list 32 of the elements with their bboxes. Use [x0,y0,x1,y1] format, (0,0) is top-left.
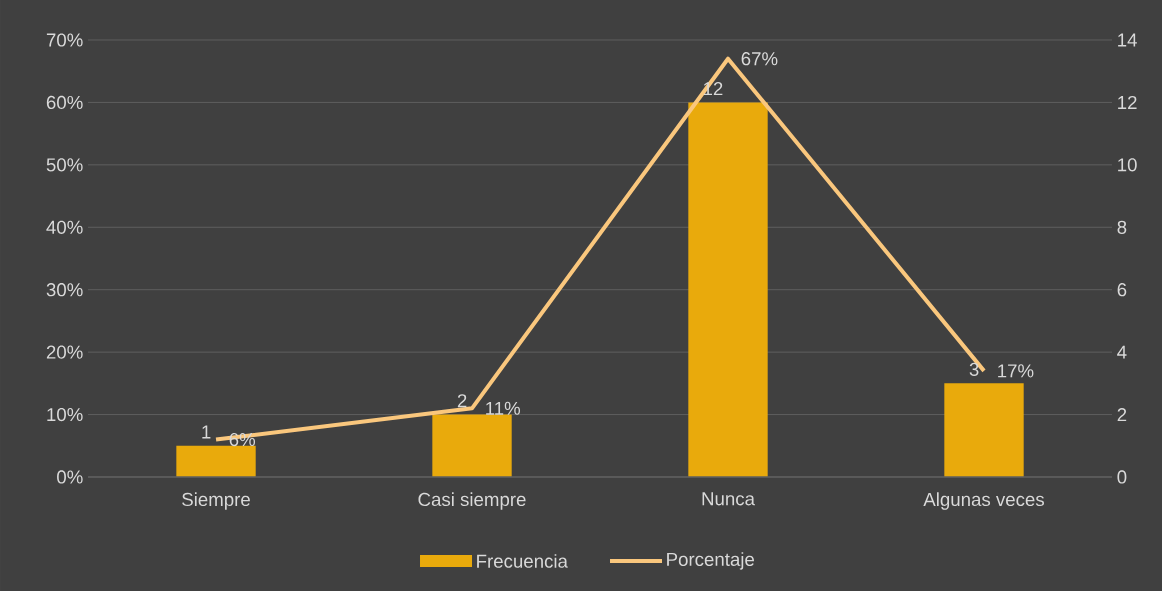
bar [944,383,1024,477]
y-tick-label: 20% [46,345,83,359]
y-tick-label: 10% [47,407,83,422]
y-tick-label: 40% [46,220,83,234]
y-tick-label: 60% [46,95,83,110]
y-tick-label: 30% [46,283,83,297]
y2-tick-label: 8 [1117,220,1127,234]
y2-tick-label: 6 [1117,283,1127,297]
data-label: 2 [457,394,467,408]
legend-label: Porcentaje [667,552,755,570]
data-label: 67% [741,52,778,66]
x-tick-label: Casi siempre [418,492,526,510]
y2-tick-label: 14 [1118,33,1137,47]
x-tick-label: Algunas veces [923,492,1044,510]
y2-tick-label: 10 [1118,158,1137,172]
y2-tick-label: 0 [1117,470,1127,484]
bar [688,102,768,477]
y2-tick-label: 12 [1118,95,1137,109]
y-tick-label: 0% [57,470,83,484]
x-tick-label: Nunca [702,492,755,506]
data-label: 3 [969,362,979,376]
y2-tick-label: 4 [1117,345,1127,359]
x-tick-label: Siempre [182,492,250,510]
y-tick-label: 70% [46,33,83,47]
data-label: 17% [998,364,1034,378]
data-label: 11% [486,401,521,415]
bar [176,445,256,477]
legend-label: Frecuencia [477,554,568,568]
bar [432,414,512,477]
data-label: 1 [202,425,211,439]
y-tick-label: 50% [46,158,83,172]
y2-tick-label: 2 [1117,408,1127,422]
